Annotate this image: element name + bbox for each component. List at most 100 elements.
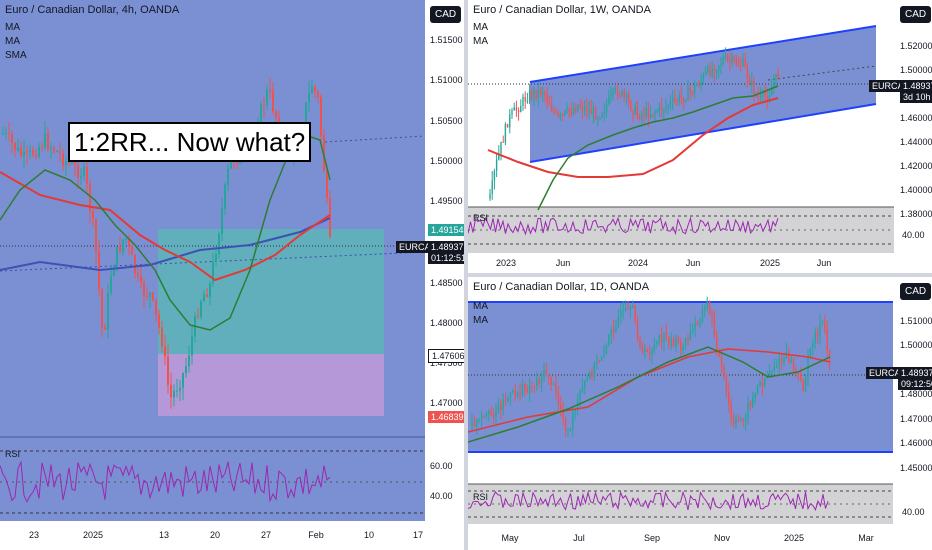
candle-body bbox=[701, 310, 704, 323]
candle-body bbox=[620, 310, 622, 317]
rsi-label[interactable]: RSI bbox=[473, 213, 489, 223]
candle-body bbox=[314, 86, 316, 92]
price-label: 1.44000 bbox=[900, 137, 932, 147]
indicator-sma[interactable]: SMA bbox=[5, 50, 27, 61]
candle-body bbox=[744, 59, 746, 68]
chart-1w[interactable]: Euro / Canadian Dollar, 1W, OANDA MA MA … bbox=[468, 0, 932, 273]
pane-divider-vertical[interactable] bbox=[464, 0, 468, 550]
candle-body bbox=[653, 344, 656, 351]
stop-price-tag: 1.46839 bbox=[428, 411, 464, 423]
price-area-bg bbox=[468, 302, 893, 452]
candle-body bbox=[641, 114, 643, 120]
candle-body bbox=[693, 85, 696, 94]
indicator-ma-2[interactable]: MA bbox=[473, 36, 488, 47]
candle-body bbox=[95, 219, 97, 252]
annotation-text[interactable]: 1:2RR... Now what? bbox=[68, 122, 312, 162]
candle-body bbox=[260, 104, 262, 128]
currency-badge[interactable]: CAD bbox=[900, 283, 932, 300]
candle-body bbox=[535, 89, 537, 98]
time-label: Jun bbox=[555, 258, 571, 268]
candle-body bbox=[752, 397, 754, 407]
candle-body bbox=[164, 346, 166, 357]
pane-divider-horizontal[interactable] bbox=[468, 273, 932, 277]
indicator-ma-2[interactable]: MA bbox=[5, 36, 20, 47]
chart-1d-canvas[interactable] bbox=[468, 277, 932, 550]
candle-body bbox=[266, 89, 268, 106]
candle-body bbox=[584, 381, 586, 387]
rsi-level-label: 40.00 bbox=[902, 230, 925, 240]
time-label: 27 bbox=[260, 530, 272, 540]
channel-mid-line bbox=[767, 65, 877, 81]
time-label: Jun bbox=[816, 258, 832, 268]
rsi-label[interactable]: RSI bbox=[5, 449, 21, 459]
chart-1w-canvas[interactable] bbox=[468, 0, 932, 273]
currency-badge[interactable]: CAD bbox=[900, 6, 932, 23]
candle-body bbox=[74, 162, 76, 165]
candle-body bbox=[668, 336, 670, 346]
candle-body bbox=[113, 265, 115, 276]
candle-body bbox=[489, 193, 491, 199]
chart-4h-canvas[interactable] bbox=[0, 0, 464, 550]
candle-body bbox=[770, 87, 773, 96]
candle-body bbox=[29, 150, 31, 152]
candle-body bbox=[504, 399, 507, 402]
candle-body bbox=[557, 393, 560, 405]
candle-body bbox=[740, 65, 742, 67]
candle-body bbox=[572, 108, 575, 115]
candle-body bbox=[651, 350, 653, 355]
candle-body bbox=[311, 86, 313, 94]
candle-body bbox=[597, 118, 599, 120]
candle-body bbox=[674, 97, 676, 101]
channel-fill bbox=[530, 26, 876, 162]
candle-body bbox=[62, 153, 64, 166]
candle-body bbox=[561, 114, 564, 116]
candle-body bbox=[687, 338, 689, 340]
time-label: 23 bbox=[28, 530, 40, 540]
indicator-ma-1[interactable]: MA bbox=[473, 301, 488, 312]
candle-body bbox=[735, 59, 738, 66]
rsi-label[interactable]: RSI bbox=[473, 492, 489, 502]
channel-upper-line[interactable] bbox=[529, 25, 877, 83]
price-label: 1.50500 bbox=[430, 116, 463, 126]
candle-body bbox=[669, 101, 672, 106]
candle-body bbox=[236, 162, 238, 165]
candle-body bbox=[509, 114, 511, 128]
candle-body bbox=[329, 198, 331, 238]
indicator-ma-1[interactable]: MA bbox=[5, 22, 20, 33]
candle-body bbox=[603, 354, 605, 358]
candle-body bbox=[764, 378, 766, 387]
candle-body bbox=[720, 63, 722, 66]
candle-body bbox=[548, 374, 550, 377]
candle-body bbox=[86, 166, 88, 184]
candle-body bbox=[89, 183, 91, 212]
price-label: 1.49500 bbox=[430, 196, 463, 206]
candle-body bbox=[754, 393, 756, 398]
candles-1w bbox=[489, 47, 779, 202]
indicator-ma-1[interactable]: MA bbox=[473, 22, 488, 33]
candle-body bbox=[638, 115, 641, 120]
candle-body bbox=[671, 97, 674, 102]
indicator-ma-2[interactable]: MA bbox=[473, 315, 488, 326]
candle-body bbox=[598, 360, 600, 362]
candle-body bbox=[699, 322, 701, 325]
chart-1d[interactable]: Euro / Canadian Dollar, 1D, OANDA MA MA … bbox=[468, 277, 932, 550]
candle-body bbox=[630, 101, 632, 111]
loss-zone[interactable] bbox=[158, 354, 384, 416]
price-label: 1.48000 bbox=[900, 389, 932, 399]
target-price-tag: 1.49154 bbox=[428, 224, 464, 236]
candle-body bbox=[586, 106, 588, 113]
candle-body bbox=[269, 89, 271, 92]
candle-body bbox=[569, 428, 572, 430]
candle-body bbox=[742, 419, 744, 422]
chart-4h[interactable]: Euro / Canadian Dollar, 4h, OANDA MA MA … bbox=[0, 0, 464, 550]
candle-body bbox=[672, 338, 675, 347]
candle-body bbox=[68, 160, 70, 164]
currency-badge[interactable]: CAD bbox=[430, 6, 462, 23]
candle-body bbox=[492, 414, 495, 417]
channel-lower-line[interactable] bbox=[529, 103, 877, 163]
candle-body bbox=[5, 133, 7, 135]
candle-body bbox=[581, 107, 584, 111]
candle-body bbox=[744, 417, 747, 422]
candle-body bbox=[698, 85, 700, 87]
candle-body bbox=[624, 308, 627, 311]
